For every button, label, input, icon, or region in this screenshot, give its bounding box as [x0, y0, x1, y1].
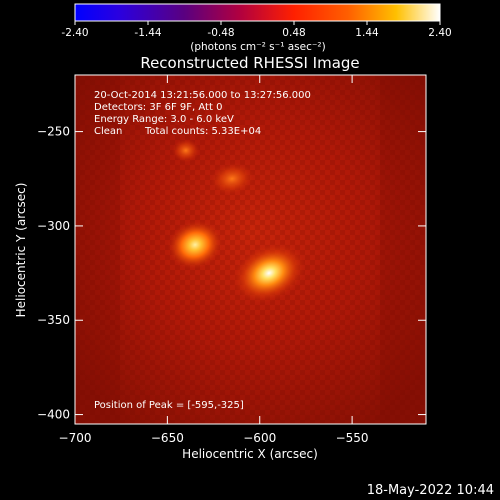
- info-time-range: 20-Oct-2014 13:21:56.000 to 13:27:56.000: [94, 90, 311, 101]
- colorbar-unit-label: (photons cm⁻² s⁻¹ asec⁻²): [190, 41, 325, 53]
- x-tick-label: −600: [243, 431, 276, 445]
- y-axis-label: Heliocentric Y (arcsec): [14, 183, 28, 318]
- emission-sources: [167, 138, 306, 304]
- info-algorithm: Clean: [94, 126, 122, 137]
- colorbar-ticks: -2.40 -1.44 -0.48 0.48 1.44 2.40: [61, 21, 452, 39]
- colorbar-tick-label: -0.48: [207, 27, 234, 39]
- chart-title: Reconstructed RHESSI Image: [140, 54, 359, 72]
- colorbar-tick-label: 2.40: [428, 27, 451, 39]
- colorbar: [75, 4, 440, 21]
- x-tick-label: −550: [336, 431, 369, 445]
- info-total-counts: Total counts: 5.33E+04: [144, 126, 261, 137]
- info-energy-range: Energy Range: 3.0 - 6.0 keV: [94, 114, 234, 125]
- y-tick-label: −350: [37, 313, 70, 327]
- x-axis-ticks: −700 −650 −600 −550: [59, 75, 369, 445]
- emission-source: [171, 138, 200, 163]
- peak-position-label: Position of Peak = [-595,-325]: [94, 400, 244, 411]
- heatmap-image: [75, 75, 426, 424]
- colorbar-tick-label: 0.48: [282, 27, 305, 39]
- x-tick-label: −700: [59, 431, 92, 445]
- y-tick-label: −300: [37, 219, 70, 233]
- colorbar-tick-label: -2.40: [61, 27, 88, 39]
- emission-source: [210, 162, 254, 195]
- colorbar-frame: [74, 3, 441, 22]
- y-tick-label: −250: [37, 125, 70, 139]
- heatmap-texture: [75, 75, 426, 424]
- heatmap-right-edge: [380, 75, 426, 424]
- info-detectors: Detectors: 3F 6F 9F, Att 0: [94, 102, 222, 113]
- x-axis-label: Heliocentric X (arcsec): [182, 447, 318, 461]
- heatmap-left-edge: [75, 75, 120, 424]
- colorbar-tick-label: 1.44: [355, 27, 379, 39]
- emission-source: [232, 243, 306, 304]
- plot-frame: [74, 74, 427, 425]
- colorbar-tick-label: -1.44: [134, 27, 161, 39]
- y-tick-label: −400: [37, 408, 70, 422]
- emission-source: [167, 220, 223, 270]
- y-axis-ticks: −250 −300 −350 −400: [37, 125, 426, 422]
- x-tick-label: −650: [151, 431, 184, 445]
- footer-timestamp: 18-May-2022 10:44: [367, 483, 494, 498]
